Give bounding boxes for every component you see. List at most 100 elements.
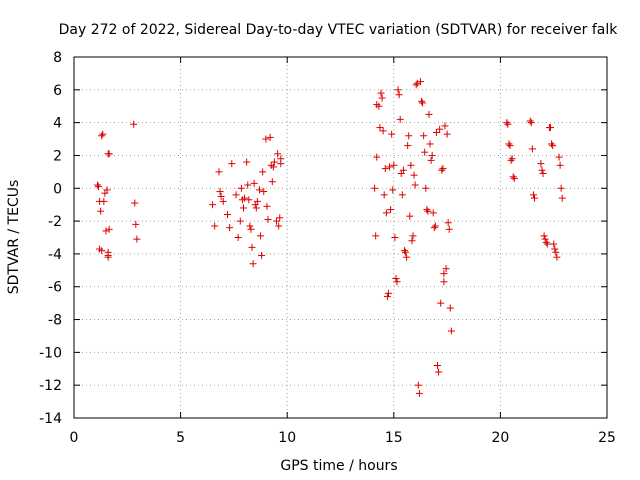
data-point [99, 130, 107, 138]
data-point [528, 145, 536, 153]
data-point [132, 220, 140, 228]
data-point [421, 148, 429, 156]
data-point [387, 206, 395, 214]
x-tick-label: 5 [176, 430, 185, 446]
data-point [389, 186, 397, 194]
data-point [394, 86, 402, 94]
data-point [434, 361, 442, 369]
data-point [260, 188, 268, 196]
data-point [549, 142, 557, 150]
y-tick-label: -6 [48, 280, 62, 296]
data-point [556, 161, 564, 169]
data-point [373, 153, 381, 161]
data-point [432, 128, 440, 136]
data-point [253, 197, 261, 205]
data-point [416, 78, 424, 86]
data-point [400, 247, 408, 255]
data-point [407, 161, 415, 169]
data-point [105, 150, 113, 158]
data-point [505, 140, 513, 148]
y-tick-label: 8 [53, 50, 62, 66]
data-point [537, 160, 545, 168]
data-point [209, 201, 217, 209]
data-point [557, 184, 565, 192]
data-point [275, 222, 283, 230]
data-point [380, 191, 388, 199]
data-point [420, 132, 428, 140]
data-point [239, 204, 247, 212]
data-point [383, 293, 391, 301]
data-point [379, 127, 387, 135]
data-point [426, 140, 434, 148]
chart-title: Day 272 of 2022, Sidereal Day-to-day VTE… [59, 22, 619, 38]
x-tick-label: 10 [278, 430, 296, 446]
grid [74, 57, 607, 418]
data-point [270, 158, 278, 166]
y-tick-label: -4 [48, 247, 62, 263]
data-point [393, 278, 401, 286]
data-point [102, 227, 110, 235]
data-point [252, 204, 260, 212]
data-point [427, 156, 435, 164]
data-point [98, 247, 106, 255]
data-point [216, 188, 224, 196]
data-point [386, 163, 394, 171]
data-point [526, 117, 534, 125]
data-point [531, 194, 539, 202]
data-point [372, 232, 380, 240]
data-point [241, 194, 249, 202]
data-point [97, 207, 105, 215]
data-point [553, 253, 561, 261]
data-point [234, 234, 242, 241]
data-point [437, 299, 445, 307]
data-point [402, 248, 410, 256]
data-point [273, 217, 281, 225]
data-point [392, 275, 400, 283]
data-point [399, 166, 407, 174]
data-point [246, 222, 254, 230]
data-point [269, 163, 277, 171]
data-point [396, 115, 404, 123]
data-point [382, 209, 390, 217]
data-point [232, 191, 240, 199]
data-point [268, 178, 276, 186]
data-point [249, 260, 257, 268]
data-point [440, 278, 448, 286]
data-point [95, 183, 103, 191]
data-point [424, 207, 432, 215]
data-points [93, 78, 566, 397]
data-point [418, 97, 426, 105]
data-point [388, 130, 396, 138]
data-point [104, 253, 112, 261]
data-point [441, 122, 449, 130]
data-point [250, 179, 258, 187]
data-point [540, 232, 548, 240]
data-point [103, 186, 111, 194]
data-point [243, 158, 251, 166]
data-point [266, 133, 274, 141]
data-point [391, 234, 399, 241]
data-point [430, 224, 438, 232]
data-point [443, 130, 451, 138]
x-tick-label: 25 [598, 430, 616, 446]
data-point [551, 245, 559, 253]
data-point [215, 168, 223, 176]
data-point [219, 197, 227, 205]
data-point [414, 381, 422, 389]
data-point [558, 194, 566, 202]
data-point [262, 135, 270, 143]
data-point [550, 240, 558, 248]
plot-frame [73, 56, 608, 419]
x-tick-label: 20 [491, 430, 509, 446]
data-point [274, 150, 282, 158]
data-point [237, 184, 245, 192]
data-point [438, 166, 446, 174]
data-point [543, 240, 551, 248]
data-point [226, 224, 234, 232]
data-point [506, 142, 514, 150]
data-point [504, 120, 512, 128]
data-point [552, 248, 560, 256]
data-point [98, 132, 106, 140]
data-point [547, 124, 555, 132]
data-point [377, 89, 385, 97]
